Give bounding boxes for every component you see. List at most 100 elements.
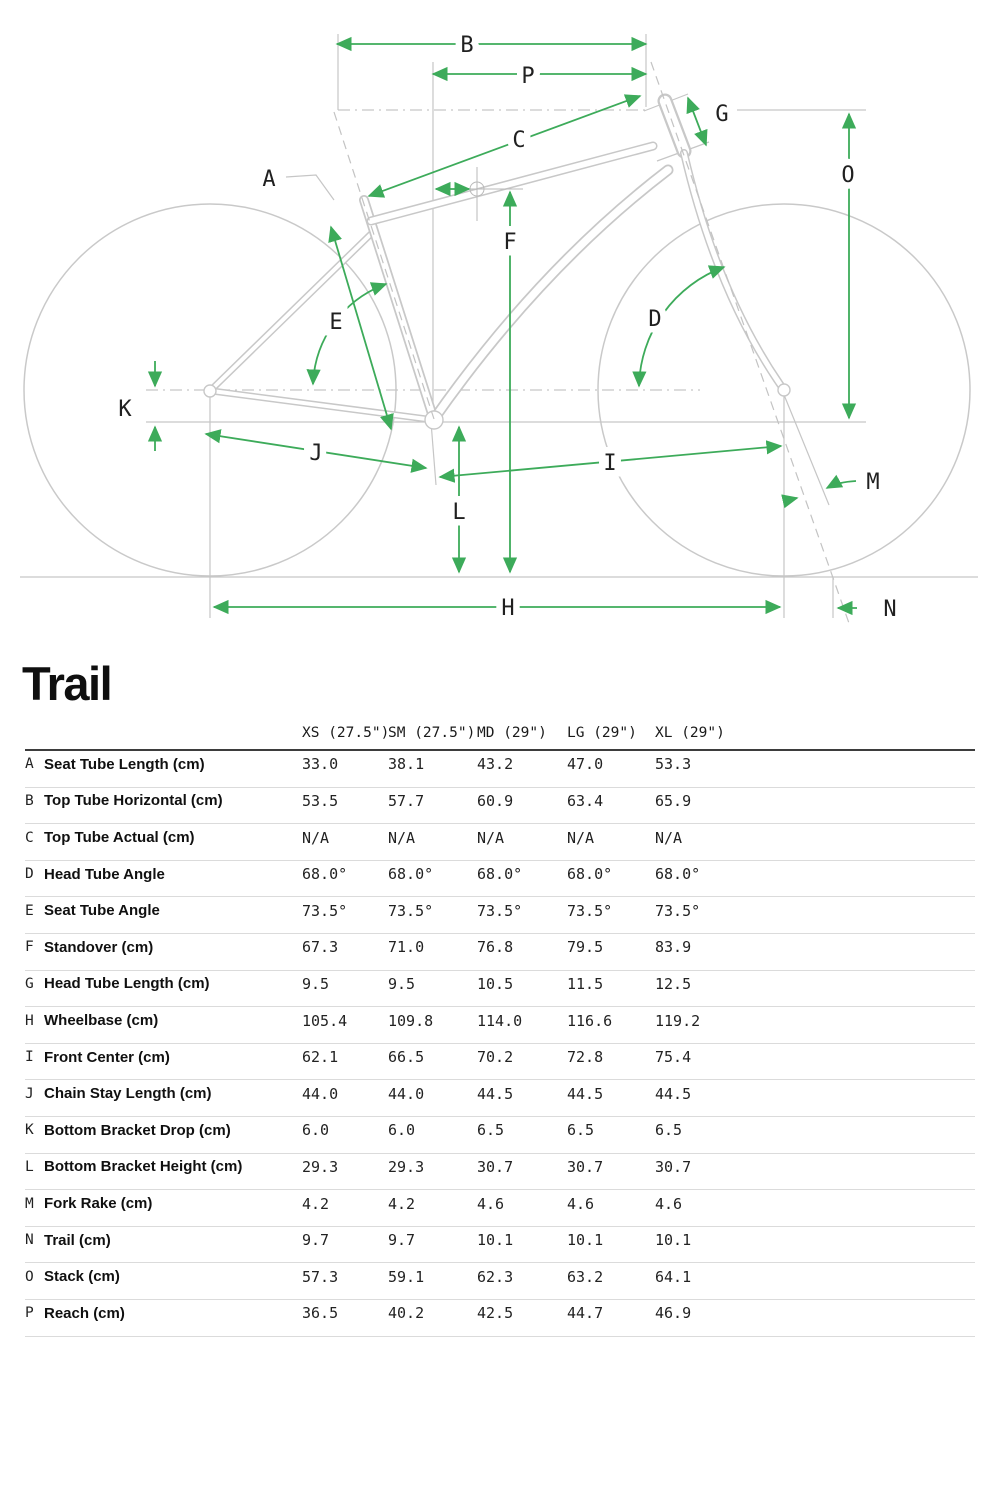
row-value: 59.1 (388, 1267, 425, 1286)
row-value: 10.1 (655, 1231, 692, 1250)
row-label: Seat Tube Length (cm) (44, 755, 205, 773)
diagram-label-J: J (309, 441, 322, 466)
row-value: 36.5 (302, 1304, 339, 1323)
diagram-label-M: M (866, 470, 879, 495)
row-letter: O (25, 1268, 34, 1285)
row-value: 57.3 (302, 1267, 339, 1286)
diagram-label-O: O (841, 163, 854, 188)
table-row: F Standover (cm) 67.3 71.0 76.8 79.5 83.… (25, 934, 975, 971)
row-value: 46.9 (655, 1304, 692, 1323)
row-value: 9.7 (302, 1231, 330, 1250)
row-value: 4.6 (655, 1194, 683, 1213)
row-letter: A (25, 756, 34, 773)
row-label: Trail (cm) (44, 1231, 111, 1249)
row-value: 33.0 (302, 755, 339, 774)
row-value: 76.8 (477, 938, 514, 957)
row-value: N/A (655, 828, 683, 847)
geometry-table-header: XS (27.5") SM (27.5") MD (29") LG (29") … (25, 721, 975, 751)
row-value: 30.7 (477, 1157, 514, 1176)
row-label: Top Tube Actual (cm) (44, 829, 195, 847)
row-value: 73.5° (477, 901, 523, 920)
dim-M-axis-arrow (781, 494, 799, 509)
row-value: 57.7 (388, 791, 425, 810)
row-value: 109.8 (388, 1011, 434, 1030)
row-value: 6.5 (567, 1121, 595, 1140)
row-value: 4.2 (302, 1194, 330, 1213)
row-value: 67.3 (302, 938, 339, 957)
diagram-label-L: L (452, 500, 465, 525)
row-value: 10.1 (477, 1231, 514, 1250)
dim-E-arc (306, 282, 388, 386)
row-label: Stack (cm) (44, 1268, 120, 1286)
column-header-md: MD (29") (477, 725, 547, 741)
row-value: 73.5° (655, 901, 701, 920)
row-value: 114.0 (477, 1011, 523, 1030)
row-label: Head Tube Length (cm) (44, 975, 210, 993)
diagram-label-N: N (883, 597, 896, 622)
row-value: 10.5 (477, 974, 514, 993)
row-value: 9.7 (388, 1231, 416, 1250)
axis-lines (333, 61, 851, 627)
row-value: 63.4 (567, 791, 604, 810)
row-letter: F (25, 939, 34, 956)
row-letter: C (25, 829, 34, 846)
row-value: 44.7 (567, 1304, 604, 1323)
row-value: 119.2 (655, 1011, 701, 1030)
row-letter: N (25, 1232, 34, 1249)
table-row: P Reach (cm) 36.5 40.2 42.5 44.7 46.9 (25, 1300, 975, 1337)
row-value: 73.5° (567, 901, 613, 920)
row-letter: I (25, 1049, 34, 1066)
column-header-sm: SM (27.5") (388, 725, 476, 741)
row-value: 62.3 (477, 1267, 514, 1286)
row-value: 9.5 (302, 974, 330, 993)
row-value: 6.0 (388, 1121, 416, 1140)
row-letter: J (25, 1085, 34, 1102)
row-letter: G (25, 975, 34, 992)
table-row: A Seat Tube Length (cm) 33.0 38.1 43.2 4… (25, 751, 975, 788)
row-value: 40.2 (388, 1304, 425, 1323)
row-value: 44.5 (567, 1084, 604, 1103)
row-value: 63.2 (567, 1267, 604, 1286)
diagram-label-I: I (603, 451, 616, 476)
table-row: D Head Tube Angle 68.0° 68.0° 68.0° 68.0… (25, 861, 975, 898)
row-value: 44.5 (655, 1084, 692, 1103)
steering-axis (650, 61, 851, 627)
diagram-label-P: P (521, 64, 534, 89)
row-value: 79.5 (567, 938, 604, 957)
row-letter: E (25, 902, 34, 919)
table-row: E Seat Tube Angle 73.5° 73.5° 73.5° 73.5… (25, 897, 975, 934)
dim-I-arrow (438, 440, 783, 483)
diagram-label-K: K (118, 397, 132, 422)
table-row: G Head Tube Length (cm) 9.5 9.5 10.5 11.… (25, 971, 975, 1008)
row-value: 6.0 (302, 1121, 330, 1140)
table-row: L Bottom Bracket Height (cm) 29.3 29.3 3… (25, 1154, 975, 1191)
table-row: K Bottom Bracket Drop (cm) 6.0 6.0 6.5 6… (25, 1117, 975, 1154)
row-value: 42.5 (477, 1304, 514, 1323)
diagram-label-B: B (460, 33, 473, 58)
geometry-rows: A Seat Tube Length (cm) 33.0 38.1 43.2 4… (25, 751, 975, 1337)
row-value: 62.1 (302, 1048, 339, 1067)
rear-dropout (203, 384, 217, 398)
row-value: 6.5 (477, 1121, 505, 1140)
diagram-label-C: C (512, 128, 525, 153)
row-value: 105.4 (302, 1011, 348, 1030)
dimension-arrows (147, 36, 857, 616)
row-value: 4.6 (477, 1194, 505, 1213)
diagram-label-A: A (262, 167, 275, 192)
row-value: 4.6 (567, 1194, 595, 1213)
label-a-leader (285, 174, 335, 201)
table-row: I Front Center (cm) 62.1 66.5 70.2 72.8 … (25, 1044, 975, 1081)
row-value: 83.9 (655, 938, 692, 957)
row-letter: H (25, 1012, 34, 1029)
diagram-label-F: F (503, 230, 516, 255)
row-value: 68.0° (302, 865, 348, 884)
row-value: 4.2 (388, 1194, 416, 1213)
bottom-bracket (424, 410, 444, 430)
row-value: 30.7 (655, 1157, 692, 1176)
diagram-label-H: H (501, 596, 514, 621)
row-value: 53.3 (655, 755, 692, 774)
column-header-lg: LG (29") (567, 725, 637, 741)
row-value: 44.0 (388, 1084, 425, 1103)
row-value: 71.0 (388, 938, 425, 957)
